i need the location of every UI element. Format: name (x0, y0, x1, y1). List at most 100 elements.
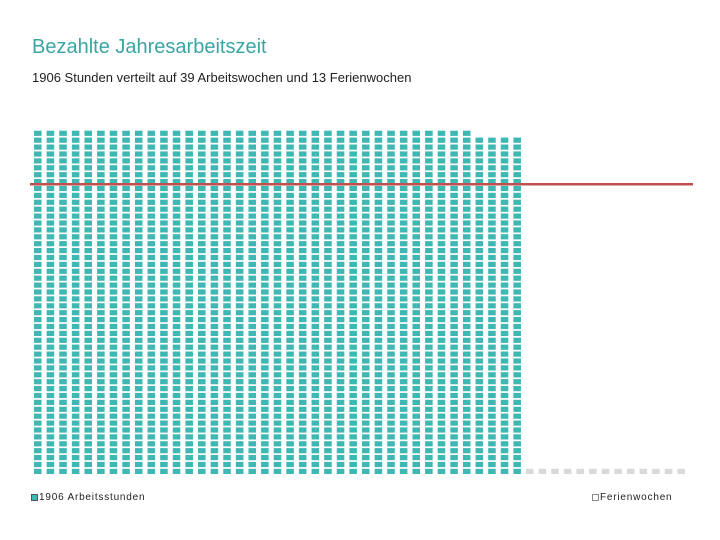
work-hour-square (387, 441, 395, 447)
work-hour-square (336, 296, 345, 302)
work-hour-square (450, 234, 458, 240)
work-hour-square (273, 199, 282, 205)
work-hour-square (261, 434, 269, 440)
work-hour-square (185, 165, 193, 171)
work-hour-square (84, 172, 93, 178)
work-hour-square (273, 227, 282, 233)
work-hour-square (185, 199, 193, 205)
work-hour-square (34, 379, 42, 385)
work-hour-square (210, 337, 219, 343)
work-hour-square (362, 303, 370, 309)
work-hour-square (198, 172, 206, 178)
work-hour-square (349, 379, 357, 385)
work-hour-square (59, 461, 67, 468)
work-hour-square (248, 289, 257, 295)
work-hour-square (147, 172, 156, 178)
work-hour-square (425, 213, 433, 219)
work-hour-square (97, 144, 105, 150)
work-hour-square (324, 468, 332, 474)
work-hour-square (324, 317, 332, 323)
work-hour-square (235, 330, 244, 336)
work-hour-square (374, 275, 383, 281)
work-hour-square (488, 206, 496, 212)
work-hour-square (147, 254, 156, 261)
work-hour-square (425, 461, 433, 468)
work-hour-square (349, 365, 357, 371)
work-hour-square (462, 358, 471, 364)
work-hour-square (84, 344, 93, 350)
work-hour-square (261, 461, 269, 468)
work-hour-square (34, 165, 42, 171)
work-hour-square (475, 289, 484, 295)
work-hour-square (109, 296, 118, 302)
work-hour-square (235, 192, 244, 198)
work-hour-square (374, 137, 383, 143)
work-hour-square (122, 137, 130, 143)
work-hour-square (362, 365, 370, 371)
work-hour-square (160, 386, 168, 392)
work-hour-square (437, 213, 446, 219)
work-hour-square (59, 185, 67, 192)
work-hour-square (425, 413, 433, 419)
work-hour-square (172, 344, 181, 350)
work-hour-square (34, 137, 42, 143)
work-hour-square (298, 165, 307, 171)
work-hour-square (374, 399, 383, 405)
work-hour-square (286, 323, 294, 330)
work-hour-square (160, 165, 168, 171)
work-hour-square (387, 372, 395, 378)
work-hour-square (147, 275, 156, 281)
work-hour-square (500, 365, 509, 371)
work-hour-square (500, 227, 509, 233)
work-hour-square (71, 206, 80, 212)
work-hour-square (273, 461, 282, 468)
work-hour-square (311, 185, 320, 192)
work-hour-square (147, 323, 156, 330)
work-hour-square (311, 248, 320, 254)
work-hour-square (362, 165, 370, 171)
work-hour-square (399, 185, 408, 192)
work-hour-square (437, 406, 446, 412)
work-hour-square (71, 441, 80, 447)
work-hour-square (34, 282, 42, 288)
work-hour-square (210, 386, 219, 392)
work-hour-square (425, 351, 433, 357)
work-hour-square (437, 448, 446, 454)
work-hour-square (475, 365, 484, 371)
work-hour-square (160, 199, 168, 205)
work-hour-square (84, 261, 93, 267)
work-hour-square (425, 386, 433, 392)
work-hour-square (147, 330, 156, 336)
work-hour-square (71, 241, 80, 247)
work-hour-square (160, 213, 168, 219)
work-hour-square (387, 151, 395, 157)
work-hour-square (46, 386, 55, 392)
work-hour-square (210, 358, 219, 364)
work-hour-square (450, 289, 458, 295)
work-hour-square (185, 213, 193, 219)
work-hour-square (97, 296, 105, 302)
work-hour-square (160, 434, 168, 440)
work-hour-square (298, 358, 307, 364)
work-hour-square (172, 179, 181, 185)
work-hour-square (387, 275, 395, 281)
work-hour-square (122, 337, 130, 343)
work-hour-square (462, 158, 471, 164)
work-hour-square (324, 199, 332, 205)
work-hour-square (122, 461, 130, 468)
work-hour-square (437, 323, 446, 330)
work-hour-square (324, 275, 332, 281)
work-hour-square (349, 468, 357, 474)
work-hour-square (311, 441, 320, 447)
work-hour-square (362, 144, 370, 150)
work-hour-square (425, 185, 433, 192)
work-hour-square (437, 337, 446, 343)
work-hour-square (59, 165, 67, 171)
work-hour-square (349, 330, 357, 336)
work-hour-square (387, 379, 395, 385)
work-hour-square (84, 144, 93, 150)
work-hour-square (500, 241, 509, 247)
work-hour-square (172, 399, 181, 405)
vacation-square (652, 468, 660, 474)
